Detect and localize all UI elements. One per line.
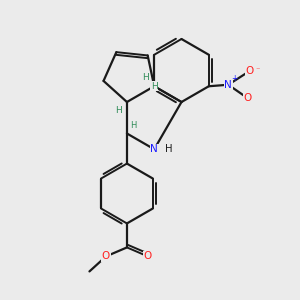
Text: H: H (115, 106, 122, 115)
Text: H: H (151, 82, 158, 91)
Text: O: O (144, 251, 152, 261)
Text: O: O (244, 93, 252, 103)
Text: ⁻: ⁻ (256, 65, 260, 74)
Text: H: H (142, 73, 149, 82)
Text: H: H (166, 144, 173, 154)
Text: O: O (102, 251, 110, 261)
Text: N: N (150, 144, 158, 154)
Text: N: N (224, 80, 232, 90)
Text: O: O (245, 66, 254, 76)
Text: H: H (130, 122, 136, 130)
Text: +: + (232, 74, 238, 82)
